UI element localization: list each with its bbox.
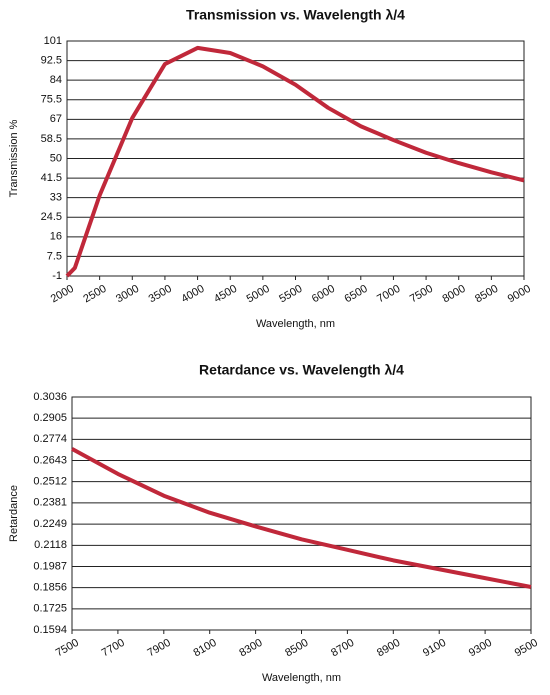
- y-tick-label: 0.1725: [33, 603, 67, 615]
- y-tick-label: 7.5: [47, 250, 62, 262]
- y-tick-label: 84: [50, 74, 62, 86]
- y-tick-label: 0.2643: [33, 454, 67, 466]
- y-tick-label: 0.2381: [33, 497, 67, 509]
- x-tick-label: 7500: [54, 637, 81, 660]
- y-tick-label: 0.1856: [33, 582, 67, 594]
- x-tick-label: 8700: [329, 637, 356, 660]
- line: [71, 447, 532, 589]
- chart-title: Transmission vs. Wavelength λ/4: [186, 7, 405, 23]
- x-tick-label: 8500: [283, 637, 310, 660]
- x-tick-label: 3000: [114, 283, 141, 306]
- y-tick-label: 33: [50, 192, 62, 204]
- x-tick-label: 7500: [408, 283, 435, 306]
- x-tick-label: 9500: [513, 637, 540, 660]
- x-tick-label: 9100: [421, 637, 448, 660]
- x-axis-title: Wavelength, nm: [256, 318, 335, 330]
- y-tick-label: 24.5: [41, 211, 62, 223]
- x-tick-label: 5000: [245, 283, 272, 306]
- y-tick-label: 0.2774: [33, 433, 67, 445]
- x-tick-label: 8900: [375, 637, 402, 660]
- x-tick-label: 4000: [179, 283, 206, 306]
- x-tick-label: 6000: [310, 283, 337, 306]
- y-tick-label: 0.3036: [33, 391, 67, 403]
- y-axis-title: Transmission %: [8, 119, 20, 197]
- x-tick-label: 8500: [473, 283, 500, 306]
- y-tick-label: 0.1594: [33, 624, 67, 636]
- x-tick-label: 8000: [440, 283, 467, 306]
- y-tick-label: 67: [50, 113, 62, 125]
- x-axis-title: Wavelength, nm: [262, 672, 341, 684]
- x-tick-label: 3500: [147, 283, 174, 306]
- y-tick-label: 0.1987: [33, 560, 67, 572]
- x-tick-label: 7900: [146, 637, 173, 660]
- y-tick-label: 92.5: [41, 54, 62, 66]
- y-axis-title: Retardance: [8, 485, 20, 542]
- y-tick-label: 50: [50, 152, 62, 164]
- x-tick-label: 8100: [191, 637, 218, 660]
- x-tick-label: 4500: [212, 283, 239, 306]
- x-tick-label: 8300: [237, 637, 264, 660]
- x-tick-label: 7000: [375, 283, 402, 306]
- x-tick-label: 9300: [467, 637, 494, 660]
- y-tick-label: 0.2512: [33, 476, 67, 488]
- chart-title: Retardance vs. Wavelength λ/4: [199, 362, 404, 378]
- x-tick-label: 2500: [81, 283, 108, 306]
- y-tick-label: 0.2118: [34, 539, 67, 551]
- x-tick-label: 7700: [100, 637, 127, 660]
- x-tick-label: 9000: [506, 283, 533, 306]
- x-tick-label: 6500: [343, 283, 370, 306]
- y-tick-label: 16: [50, 231, 62, 243]
- y-tick-label: 58.5: [41, 133, 62, 145]
- plot-frame: [71, 396, 532, 631]
- x-tick-label: 5500: [277, 283, 304, 306]
- y-tick-label: 41.5: [41, 172, 62, 184]
- x-tick-label: 2000: [49, 283, 76, 306]
- y-tick-label: 75.5: [41, 94, 62, 106]
- y-tick-label: 0.2905: [33, 412, 67, 424]
- y-tick-label: 0.2249: [33, 518, 67, 530]
- line: [65, 45, 525, 278]
- y-tick-label: -1: [52, 270, 62, 282]
- y-tick-label: 101: [44, 35, 62, 47]
